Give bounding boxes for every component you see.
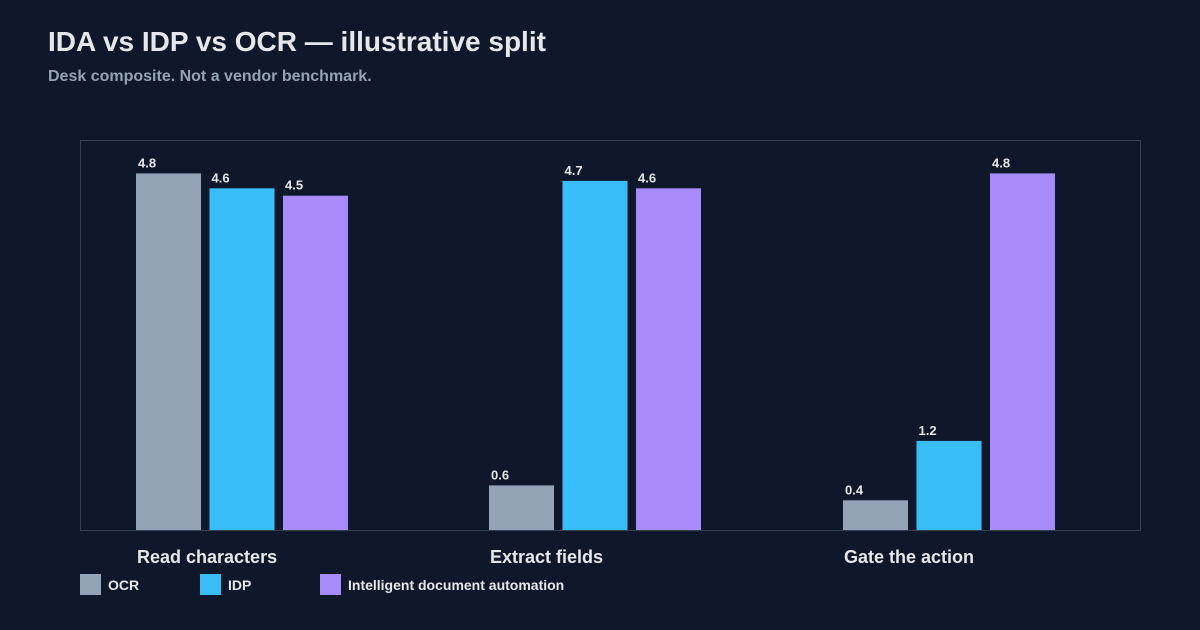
data-label: 4.8	[992, 155, 1010, 170]
legend-label: IDP	[228, 576, 252, 593]
legend-swatch	[200, 574, 221, 595]
data-label: 0.4	[845, 482, 864, 497]
bar-ocr-3	[843, 500, 908, 530]
legend-item: OCR	[80, 574, 139, 595]
legend-item: Intelligent document automation	[320, 574, 564, 595]
bar-idp-3	[916, 440, 982, 530]
bar-intelligent-document-automation-2	[636, 188, 701, 531]
plot-area	[80, 140, 1141, 531]
legend-label: OCR	[108, 576, 140, 593]
legend-label: Intelligent document automation	[348, 576, 565, 593]
data-label: 4.6	[638, 170, 656, 185]
data-label: 1.2	[919, 423, 937, 438]
category-label: Gate the action	[844, 547, 974, 567]
bar-intelligent-document-automation-1	[283, 195, 348, 530]
bar-ocr-1	[136, 173, 201, 530]
bar-ocr-2	[489, 485, 554, 530]
data-label: 4.7	[565, 163, 583, 178]
bar-intelligent-document-automation-3	[990, 173, 1055, 530]
chart-subtitle: Desk composite. Not a vendor benchmark.	[48, 68, 372, 85]
data-labels-layer: 4.8 4.6 4.5 0.6 4.7 4.6 0.4 1.2 4.8	[138, 155, 1010, 497]
data-label: 0.6	[491, 467, 509, 482]
data-label: 4.6	[212, 170, 230, 185]
chart-title: IDA vs IDP vs OCR — illustrative split	[48, 26, 546, 57]
data-label: 4.5	[285, 178, 303, 193]
category-label: Extract fields	[490, 547, 603, 567]
legend-item: IDP	[200, 574, 251, 595]
data-label: 4.8	[138, 155, 156, 170]
legend-swatch	[80, 574, 101, 595]
legend-swatch	[320, 574, 341, 595]
bar-idp-2	[562, 180, 628, 530]
bars-layer	[136, 173, 1055, 531]
bar-idp-1	[209, 188, 275, 531]
category-label: Read characters	[137, 547, 277, 567]
category-labels-layer: Read characters Extract fields Gate the ac…	[137, 547, 974, 567]
